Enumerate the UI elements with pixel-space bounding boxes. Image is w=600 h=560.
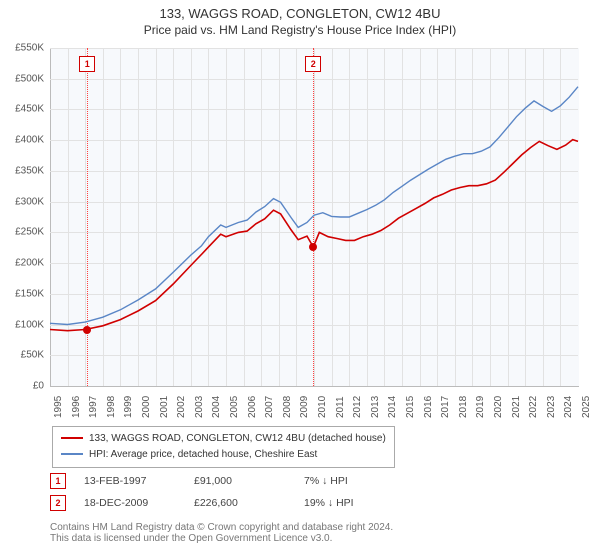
x-tick-label: 2005 [229,396,240,418]
x-tick-label: 2006 [247,396,258,418]
x-tick-label: 2019 [475,396,486,418]
x-tick-label: 2016 [423,396,434,418]
legend-item: HPI: Average price, detached house, Ches… [61,447,386,463]
x-tick-label: 2013 [370,396,381,418]
legend-label: 133, WAGGS ROAD, CONGLETON, CW12 4BU (de… [89,433,386,444]
x-tick-label: 2017 [440,396,451,418]
sale-hpi-diff: 19% ↓ HPI [304,497,394,509]
sale-row-marker: 2 [50,495,66,511]
x-tick-label: 1998 [106,396,117,418]
attribution-line-2: This data is licensed under the Open Gov… [50,533,393,544]
sale-hpi-diff: 7% ↓ HPI [304,475,394,487]
sale-price: £91,000 [194,475,304,487]
price-chart: £0£50K£100K£150K£200K£250K£300K£350K£400… [0,0,600,426]
sale-row: 2 18-DEC-2009£226,60019% ↓ HPI [50,495,394,511]
x-tick-label: 2012 [352,396,363,418]
x-tick-label: 2000 [141,396,152,418]
x-tick-label: 1996 [71,396,82,418]
x-tick-label: 2015 [405,396,416,418]
x-tick-label: 2023 [546,396,557,418]
x-tick-label: 1997 [88,396,99,418]
legend-swatch [61,437,83,439]
x-tick-label: 2008 [282,396,293,418]
legend-item: 133, WAGGS ROAD, CONGLETON, CW12 4BU (de… [61,431,386,447]
chart-legend: 133, WAGGS ROAD, CONGLETON, CW12 4BU (de… [52,426,395,468]
sale-date: 18-DEC-2009 [84,497,194,509]
series-red [50,140,578,331]
sale-row-marker: 1 [50,473,66,489]
sale-date: 13-FEB-1997 [84,475,194,487]
x-tick-label: 2001 [159,396,170,418]
x-tick-label: 2011 [335,396,346,418]
x-tick-label: 2014 [387,396,398,418]
x-tick-label: 2007 [264,396,275,418]
x-tick-label: 2010 [317,396,328,418]
series-blue [50,87,578,325]
x-tick-label: 2024 [563,396,574,418]
x-tick-label: 1999 [123,396,134,418]
sale-dot [83,326,91,334]
legend-label: HPI: Average price, detached house, Ches… [89,449,317,460]
sale-row: 1 13-FEB-1997£91,0007% ↓ HPI [50,473,394,489]
x-tick-label: 2003 [194,396,205,418]
x-tick-label: 1995 [53,396,64,418]
x-tick-label: 2021 [511,396,522,418]
attribution-line-1: Contains HM Land Registry data © Crown c… [50,522,393,533]
sale-price: £226,600 [194,497,304,509]
legend-swatch [61,453,83,455]
sale-dot [309,243,317,251]
x-tick-label: 2020 [493,396,504,418]
x-tick-label: 2025 [581,396,592,418]
x-tick-label: 2018 [458,396,469,418]
x-tick-label: 2002 [176,396,187,418]
x-tick-label: 2009 [299,396,310,418]
x-tick-label: 2004 [211,396,222,418]
data-attribution: Contains HM Land Registry data © Crown c… [50,522,393,544]
x-tick-label: 2022 [528,396,539,418]
